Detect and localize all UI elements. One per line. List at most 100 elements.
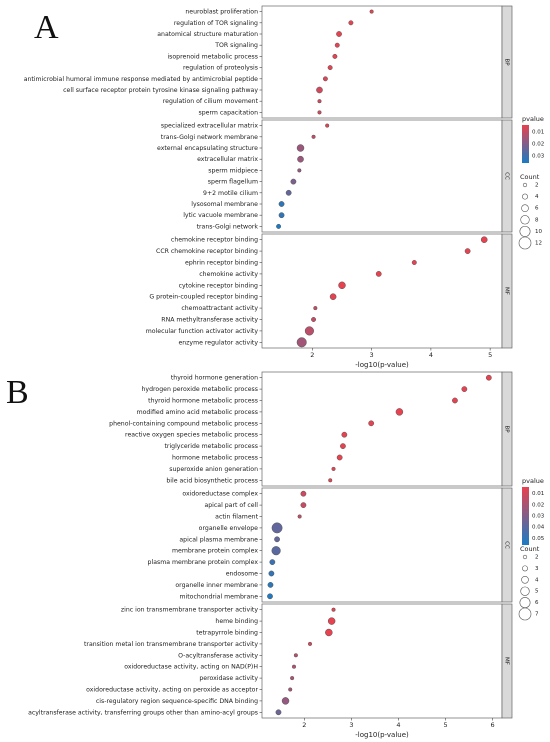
- data-point: [348, 20, 354, 26]
- legend-pvalue-tick: 0.02: [532, 142, 544, 148]
- data-point: [452, 397, 458, 404]
- y-tick-label: G protein-coupled receptor binding: [149, 294, 258, 301]
- data-point: [375, 271, 382, 277]
- y-tick-label: membrane protein complex: [172, 548, 258, 555]
- legend-count-circle: [520, 215, 530, 225]
- y-tick-label: apical plasma membrane: [179, 536, 258, 543]
- y-tick-label: regulation of cilium movement: [163, 98, 259, 105]
- legend-pvalue-title: pvalue: [522, 477, 544, 485]
- x-tick-label: 4: [429, 351, 433, 359]
- legend-count-label: 10: [535, 229, 542, 235]
- y-tick-label: transition metal ion transmembrane trans…: [84, 641, 258, 648]
- x-tick-label: 2: [310, 351, 314, 359]
- data-point: [334, 42, 340, 48]
- data-point: [296, 337, 307, 348]
- data-point: [269, 559, 276, 565]
- y-tick-label: thyroid hormone metabolic process: [148, 398, 258, 405]
- facet-panel-frame: [261, 487, 503, 603]
- legend-count-circle: [520, 586, 530, 596]
- legend-count-circle: [522, 182, 528, 188]
- y-tick-label: endosome: [226, 571, 258, 578]
- data-point: [461, 386, 468, 392]
- facet-cc: CC specialized extracellular matrix trans-…: [157, 119, 513, 233]
- legend-count-circle: [522, 193, 528, 200]
- data-point: [340, 443, 346, 449]
- legend-count-label: 4: [535, 577, 539, 583]
- x-tick-label: 5: [488, 351, 492, 359]
- y-tick-label: external encapsulating structure: [157, 145, 258, 152]
- y-tick-label: acyltransferase activity, transferring g…: [28, 709, 258, 716]
- y-tick-label: regulation of TOR signaling: [174, 20, 258, 27]
- y-tick-label: enzyme regulator activity: [178, 339, 258, 346]
- data-point: [317, 110, 322, 115]
- facet-cc: CC oxidoreductase complex apical part of c…: [148, 487, 513, 603]
- legend-pvalue: pvalue 0.01 0.02 0.03 0.04 0.05: [522, 477, 545, 545]
- x-tick-label: 6: [491, 721, 495, 729]
- legend-count-circle: [519, 225, 531, 237]
- y-tick-label: molecular function activator activity: [146, 328, 259, 335]
- legend-count-circle: [522, 565, 528, 572]
- y-tick-label: sperm flagellum: [208, 179, 258, 186]
- data-point: [290, 676, 295, 681]
- x-tick-label: 4: [396, 721, 400, 729]
- y-tick-label: O-acyltransferase activity: [178, 652, 258, 659]
- data-point: [368, 420, 375, 427]
- x-tick-label: 3: [370, 351, 374, 359]
- y-tick-label: CCR chemokine receptor binding: [156, 248, 258, 255]
- data-point: [278, 201, 285, 207]
- data-point: [328, 478, 333, 483]
- y-tick-label: hydrogen peroxide metabolic process: [142, 386, 259, 393]
- legend-pvalue-title: pvalue: [522, 115, 544, 123]
- data-point: [338, 281, 346, 290]
- data-point: [275, 709, 282, 716]
- data-point: [322, 76, 328, 82]
- data-point: [296, 144, 305, 152]
- y-tick-label: organelle inner membrane: [175, 582, 258, 589]
- legend-pvalue: pvalue 0.01 0.02 0.03: [522, 115, 545, 163]
- legend-count-label: 6: [535, 206, 539, 212]
- facet-strip: [501, 371, 513, 487]
- legend-colorbar: [522, 125, 529, 163]
- data-point: [327, 65, 333, 71]
- y-tick-label: cis-regulatory region sequence-specific …: [96, 698, 258, 705]
- y-tick-label: antimicrobial humoral immune response me…: [24, 76, 258, 83]
- facet-strip: [501, 487, 513, 603]
- data-point: [313, 306, 318, 311]
- legend-count-label: 6: [535, 600, 539, 606]
- y-tick-label: anatomical structure maturation: [157, 31, 258, 38]
- facet-strip: [501, 119, 513, 233]
- data-point: [464, 248, 471, 254]
- data-point: [307, 641, 313, 646]
- data-point: [290, 178, 297, 185]
- data-point: [297, 514, 302, 519]
- legend-count-circle: [521, 204, 529, 212]
- data-point: [311, 317, 317, 322]
- legend-pvalue-tick: 0.05: [532, 536, 545, 542]
- y-tick-label: extracellular matrix: [197, 156, 258, 163]
- y-tick-label: tetrapyrrole binding: [196, 630, 258, 637]
- data-point: [331, 607, 336, 612]
- data-point: [281, 697, 290, 705]
- facet-panel-frame: [261, 5, 503, 119]
- legend-count-circle: [521, 576, 529, 584]
- legend-pvalue-tick: 0.02: [532, 502, 544, 508]
- y-tick-label: cell surface receptor protein tyrosine k…: [63, 87, 258, 94]
- legend-count-label: 8: [535, 217, 539, 223]
- panel-label: A: [34, 9, 59, 46]
- legend-count-circle: [518, 236, 532, 250]
- data-point: [268, 570, 275, 577]
- y-tick-label: bile acid biosynthetic process: [166, 477, 258, 484]
- data-point: [311, 134, 316, 139]
- facet-strip: [501, 233, 513, 349]
- y-tick-label: oxidoreductase complex: [182, 491, 258, 498]
- data-point: [331, 466, 336, 471]
- legend-count-label: 7: [535, 612, 539, 618]
- legend-count-circle: [519, 597, 531, 609]
- data-point: [278, 212, 285, 219]
- data-point: [288, 687, 293, 692]
- facet-mf: MF chemokine receptor binding CCR chemokin…: [146, 233, 513, 349]
- data-point: [336, 454, 343, 461]
- y-tick-label: TOR signaling: [214, 42, 258, 49]
- y-tick-label: specialized extracellular matrix: [161, 123, 258, 130]
